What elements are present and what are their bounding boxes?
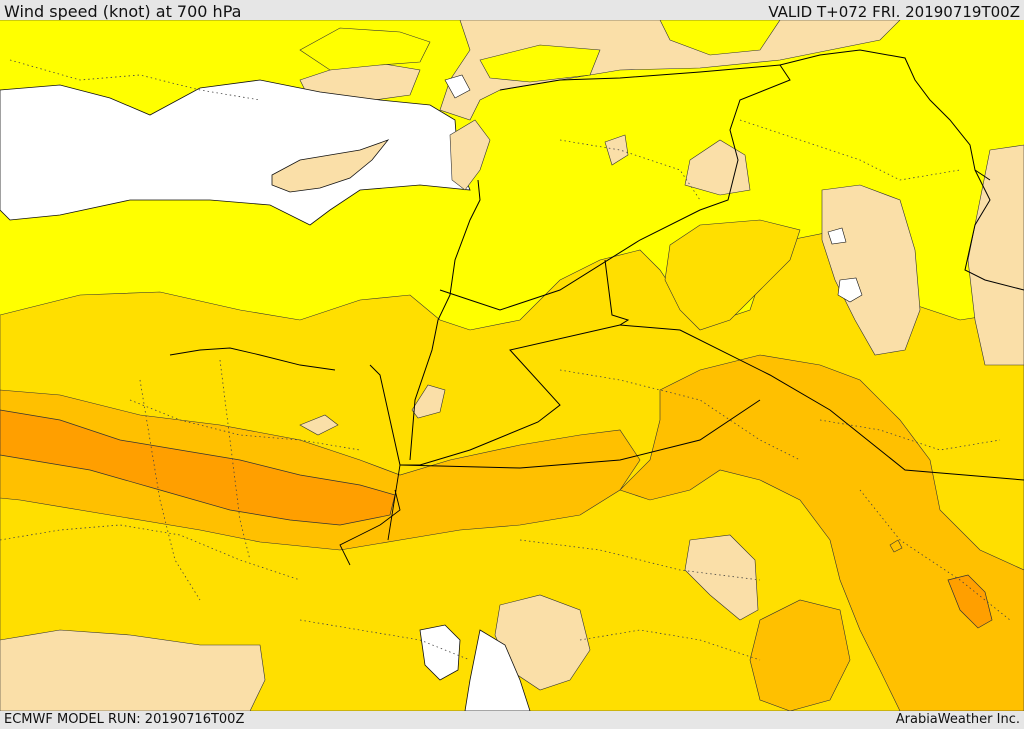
province-boundaries xyxy=(0,59,1011,661)
credit-label: ArabiaWeather Inc. xyxy=(895,712,1020,727)
footer-bar xyxy=(0,711,1024,729)
calm-area-yellow-n3 xyxy=(479,44,601,83)
calm-area-syria xyxy=(684,139,751,196)
map-title: Wind speed (knot) at 700 hPa xyxy=(4,2,242,21)
country-borders xyxy=(369,49,1024,481)
calm-area-egypt-patch xyxy=(299,414,339,436)
model-run-label: ECMWF MODEL RUN: 20190716T00Z xyxy=(4,712,245,727)
calm-area-sinai-patch xyxy=(411,384,446,419)
wind-band-moderate-east xyxy=(664,219,801,331)
calm-area-yellow-n2 xyxy=(659,20,781,56)
wind-band-strong xyxy=(0,409,396,526)
calm-area-jordan-patch xyxy=(604,134,629,166)
lake-east-2 xyxy=(827,227,847,245)
wind-band-fresh-east-2 xyxy=(749,599,851,711)
mediterranean-sea xyxy=(0,79,471,226)
wind-speed-map xyxy=(0,20,1024,711)
calm-area-east-edge xyxy=(967,144,1024,366)
coastlines xyxy=(169,347,401,566)
calm-area-iraq xyxy=(821,184,921,356)
cyprus-island xyxy=(271,139,390,193)
calm-area-levant-coast xyxy=(449,119,491,191)
calm-area-saudi xyxy=(684,534,759,621)
red-sea-south xyxy=(464,629,531,711)
calm-area-turkey-yellow xyxy=(299,27,431,71)
header-bar xyxy=(0,0,1024,20)
wind-band-fresh-east xyxy=(619,354,1024,711)
wind-band-strong-east xyxy=(947,574,993,629)
lake-east-1 xyxy=(837,277,863,303)
valid-time: VALID T+072 FRI. 20190719T00Z xyxy=(768,3,1020,21)
lake-north xyxy=(444,74,471,99)
red-sea xyxy=(419,624,461,681)
calm-area-south-west xyxy=(0,629,266,711)
wind-band-moderate-east-2 xyxy=(889,539,903,553)
